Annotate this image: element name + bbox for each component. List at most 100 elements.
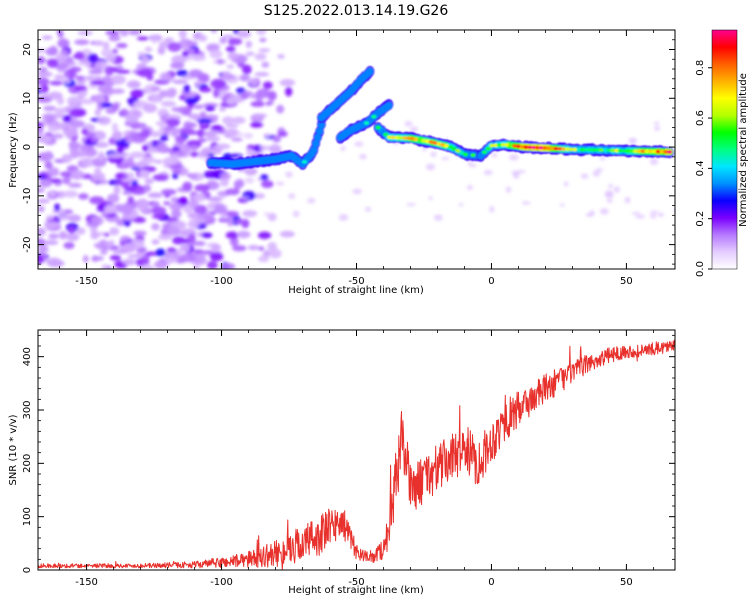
ridge-body <box>312 140 320 148</box>
spectrogram-noise-blob <box>104 65 114 76</box>
spectrogram-noise-blob <box>112 249 128 254</box>
spectrogram-noise-blob <box>46 215 54 220</box>
spectrogram-faint-blob <box>483 169 493 176</box>
spectrogram-x-tick-label: -50 <box>348 276 364 287</box>
spectrogram-noise-blob <box>62 114 72 123</box>
spectrogram-faint-blob <box>631 211 641 215</box>
ridge-core <box>530 145 537 150</box>
spectrogram-noise-blob <box>175 135 187 144</box>
spectrogram-noise-blob <box>249 77 259 86</box>
figure-title: S125.2022.013.14.19.G26 <box>264 3 449 19</box>
spectrogram-noise-blob <box>121 183 131 189</box>
ridge-core <box>564 147 571 152</box>
spectrogram-noise-blob <box>194 80 202 88</box>
spectrogram-noise-blob <box>144 46 153 53</box>
ridge-core <box>455 149 461 153</box>
spectrogram-y-tick-label: 0 <box>22 144 33 150</box>
spectrogram-faint-blob <box>521 201 531 205</box>
snr-x-axis: -150 -100 -50 0 50 <box>59 330 654 588</box>
spectrogram-noise-blob <box>127 172 135 179</box>
spectrogram-noise-blob <box>44 219 56 230</box>
spectrogram-noise-blob <box>97 83 113 94</box>
spectrogram-noise-blob <box>42 93 49 99</box>
colorbar-gradient <box>712 30 737 269</box>
spectrogram-noise-blob <box>152 174 169 182</box>
spectrogram-noise-blob <box>39 179 52 188</box>
ridge-core <box>636 149 642 153</box>
spectrogram-faint-blob <box>288 193 296 200</box>
spectrogram-x-label: Height of straight line (km) <box>288 285 424 296</box>
spectrogram-faint-blob <box>441 156 450 161</box>
spectrogram-noise-blob <box>38 77 50 86</box>
spectrogram-noise-blob <box>93 141 110 148</box>
spectrogram-noise-blob <box>201 232 213 239</box>
spectrogram-faint-blob <box>404 121 413 127</box>
spectrogram-noise-blob <box>191 55 206 61</box>
spectrogram-noise-blob <box>232 245 247 252</box>
spectrogram-faint-blob <box>608 183 613 189</box>
ridge-core <box>651 149 658 154</box>
spectrogram-noise-blob <box>105 30 119 36</box>
spectrogram-noise-blob <box>49 80 63 86</box>
spectrogram-x-tick-label: -150 <box>75 276 98 287</box>
spectrogram-faint-blob <box>307 197 316 204</box>
ridge-core <box>667 150 673 154</box>
spectrogram-noise-blob <box>115 69 131 74</box>
ridge-body <box>316 127 324 135</box>
spectrogram-noise-blob <box>133 122 147 128</box>
spectrogram-noise-blob <box>38 227 46 237</box>
spectrogram-faint-blob <box>196 172 203 180</box>
spectrogram-noise-blob <box>72 149 89 158</box>
spectrogram-noise-blob <box>231 137 243 142</box>
spectrogram-noise-blob <box>56 96 65 105</box>
spectrogram-noise-blob <box>165 88 177 99</box>
ridge-core <box>402 136 408 140</box>
spectrogram-noise-blob <box>38 238 46 246</box>
spectrogram-faint-blob <box>241 196 249 200</box>
spectrogram-faint-blob <box>433 214 443 221</box>
spectrogram-noise-blob <box>147 192 163 199</box>
ridge-core <box>371 114 377 119</box>
spectrogram-noise-blob <box>253 193 266 199</box>
spectrogram-noise-blob <box>170 220 187 230</box>
spectrogram-noise-blob <box>111 102 120 112</box>
ridge-core <box>629 149 635 153</box>
spectrogram-noise-blob <box>159 72 172 81</box>
spectrogram-noise-blob <box>133 230 147 237</box>
spectrogram-noise-blob <box>150 86 161 92</box>
spectrogram-noise-blob <box>259 145 271 151</box>
spectrogram-noise-blob <box>221 71 232 78</box>
spectrogram-noise-blob <box>211 243 222 252</box>
ridge-core <box>644 149 650 154</box>
spectrogram-faint-blob <box>624 196 631 204</box>
spectrogram-noise-blob <box>219 106 227 112</box>
spectrogram-noise-blob <box>265 101 273 106</box>
ridge-core <box>534 145 540 150</box>
snr-x-tick-label: 50 <box>620 577 633 588</box>
spectrogram-noise-blob <box>209 49 223 59</box>
spectrogram-noise-blob <box>177 167 189 176</box>
spectrogram-noise-blob <box>46 115 54 124</box>
spectrogram-noise-blob <box>81 128 89 135</box>
spectrogram-noise-blob <box>62 78 71 84</box>
ridge-core <box>549 146 556 151</box>
spectrogram-faint-blob <box>604 190 614 197</box>
ridge-core <box>542 146 548 150</box>
spectrogram-noise-blob <box>57 30 64 39</box>
spectrogram-noise-blob <box>66 233 80 242</box>
spectrogram-noise-blob <box>220 172 231 181</box>
colorbar-tick-label: 0.8 <box>695 60 706 76</box>
snr-y-tick-label: 300 <box>22 400 33 419</box>
ridge-core <box>583 147 590 152</box>
spectrogram-noise-blob <box>204 136 221 142</box>
spectrogram-noise-blob <box>128 30 142 36</box>
ridge-body <box>314 133 322 142</box>
spectrogram-noise-blob <box>45 47 58 56</box>
spectrogram-noise-blob <box>263 133 271 138</box>
spectrogram-noise-blob <box>228 37 243 46</box>
spectrogram-noise-blob <box>235 219 248 225</box>
spectrogram-noise-blob <box>171 173 179 179</box>
spectrogram-noise-blob <box>227 51 238 61</box>
spectrogram-noise-blob <box>225 188 240 195</box>
